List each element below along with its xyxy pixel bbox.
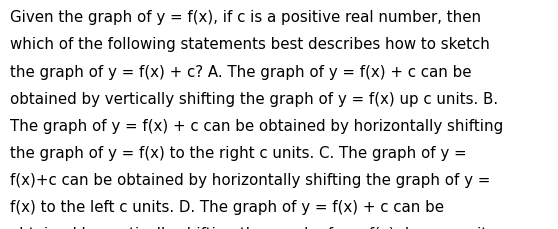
Text: f(x)+c can be obtained by horizontally shifting the graph of y =: f(x)+c can be obtained by horizontally s… <box>10 172 490 187</box>
Text: the graph of y = f(x) to the right c units. C. The graph of y =: the graph of y = f(x) to the right c uni… <box>10 145 466 160</box>
Text: the graph of y = f(x) + c? A. The graph of y = f(x) + c can be: the graph of y = f(x) + c? A. The graph … <box>10 64 472 79</box>
Text: Given the graph of y = f(x), if c is a positive real number, then: Given the graph of y = f(x), if c is a p… <box>10 10 481 25</box>
Text: which of the following statements best describes how to sketch: which of the following statements best d… <box>10 37 490 52</box>
Text: The graph of y = f(x) + c can be obtained by horizontally shifting: The graph of y = f(x) + c can be obtaine… <box>10 118 503 133</box>
Text: obtained by vertically shifting the graph of y = f(x) down c units.: obtained by vertically shifting the grap… <box>10 226 500 229</box>
Text: f(x) to the left c units. D. The graph of y = f(x) + c can be: f(x) to the left c units. D. The graph o… <box>10 199 444 214</box>
Text: obtained by vertically shifting the graph of y = f(x) up c units. B.: obtained by vertically shifting the grap… <box>10 91 498 106</box>
